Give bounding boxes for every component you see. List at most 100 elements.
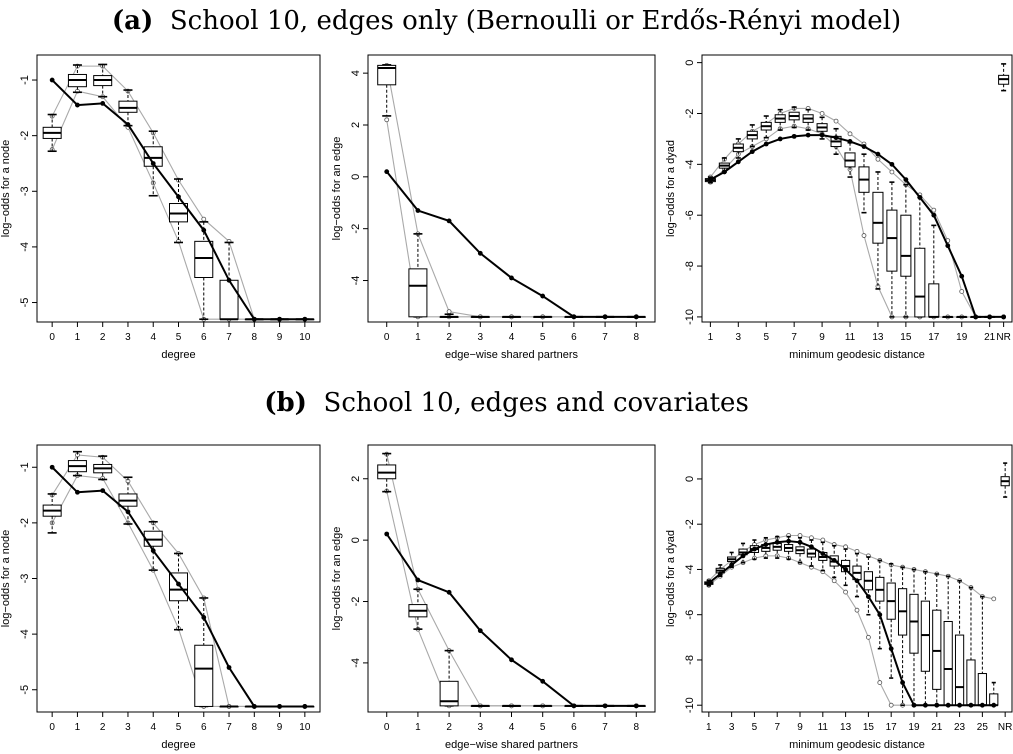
x-tick-label: 0 bbox=[49, 722, 55, 733]
band-point bbox=[797, 533, 803, 538]
boxplot bbox=[470, 315, 490, 318]
boxplot bbox=[470, 704, 490, 707]
x-axis-label: edge−wise shared partners bbox=[445, 739, 578, 751]
y-tick-label: 4 bbox=[350, 70, 362, 76]
y-axis-label: log−odds for a node bbox=[0, 140, 12, 238]
boxplot bbox=[533, 704, 553, 707]
band-point bbox=[833, 118, 839, 124]
y-tick-label: -4 bbox=[19, 629, 31, 639]
x-tick-label: NR bbox=[996, 332, 1010, 343]
observed-point bbox=[945, 243, 951, 249]
boxplot bbox=[1000, 462, 1010, 498]
band-point bbox=[446, 309, 452, 315]
boxplot bbox=[439, 649, 459, 707]
x-tick-label: 3 bbox=[478, 332, 484, 343]
y-tick-label: -8 bbox=[684, 655, 696, 665]
boxplot bbox=[943, 575, 953, 707]
y-tick-label: -2 bbox=[684, 109, 696, 119]
observed-point bbox=[991, 702, 997, 708]
observed-point bbox=[150, 161, 156, 166]
observed-point bbox=[931, 212, 937, 218]
plot-frame bbox=[367, 444, 656, 713]
x-tick-label: 3 bbox=[478, 722, 484, 733]
y-axis-label: log−odds for an edge bbox=[331, 527, 343, 631]
y-axis-label: log−odds for an edge bbox=[331, 137, 343, 241]
observed-point bbox=[740, 553, 746, 559]
x-tick-label: 9 bbox=[277, 722, 283, 733]
boxplot bbox=[914, 196, 926, 318]
boxplot bbox=[806, 539, 817, 567]
x-tick-label: 4 bbox=[509, 332, 515, 343]
simulation-band-line bbox=[708, 534, 994, 600]
x-tick-label: 2 bbox=[100, 722, 106, 733]
y-tick-label: -5 bbox=[19, 685, 31, 695]
observed-point bbox=[805, 132, 811, 138]
observed-point bbox=[735, 159, 741, 165]
observed-point bbox=[302, 704, 308, 709]
band-point bbox=[861, 233, 867, 238]
boxplot bbox=[219, 705, 239, 708]
observed-point bbox=[100, 488, 106, 494]
observed-point bbox=[277, 704, 282, 709]
observed-point bbox=[302, 316, 308, 322]
observed-point bbox=[251, 704, 257, 709]
observed-point bbox=[707, 177, 713, 183]
y-tick-label: -3 bbox=[19, 186, 31, 196]
boxplot bbox=[118, 89, 138, 127]
boxplot bbox=[954, 579, 965, 707]
x-tick-label: 0 bbox=[49, 332, 55, 343]
boxplot bbox=[852, 552, 862, 598]
x-tick-label: 7 bbox=[226, 332, 232, 343]
x-tick-label: 0 bbox=[384, 722, 390, 733]
band-point bbox=[843, 589, 849, 595]
x-tick-label: 7 bbox=[774, 722, 780, 733]
boxplot bbox=[932, 573, 942, 707]
x-tick-label: 5 bbox=[763, 332, 769, 343]
boxplot bbox=[788, 106, 800, 129]
x-tick-label: 6 bbox=[571, 332, 577, 343]
observed-point bbox=[602, 703, 608, 709]
observed-point bbox=[888, 646, 894, 652]
y-tick-label: 2 bbox=[350, 122, 362, 128]
observed-point bbox=[226, 277, 232, 283]
observed-line bbox=[709, 134, 1004, 318]
observed-point bbox=[809, 544, 814, 550]
box bbox=[943, 620, 953, 706]
observed-point bbox=[176, 581, 181, 587]
observed-point bbox=[49, 77, 55, 83]
x-tick-label: 8 bbox=[634, 722, 640, 733]
x-tick-label: 11 bbox=[818, 722, 829, 733]
boxplot bbox=[998, 63, 1010, 92]
caption-b-text: School 10, edges and covariates bbox=[323, 388, 749, 418]
band-point bbox=[831, 578, 837, 584]
box bbox=[439, 680, 459, 707]
band-point bbox=[875, 156, 881, 162]
box bbox=[219, 279, 239, 320]
x-tick-label: 17 bbox=[928, 332, 940, 343]
y-tick-label: -2 bbox=[350, 224, 362, 234]
x-tick-label: 3 bbox=[125, 332, 131, 343]
y-tick-label: 2 bbox=[350, 476, 362, 482]
x-axis-label: edge−wise shared partners bbox=[445, 349, 578, 361]
boxplot bbox=[830, 127, 842, 155]
observed-point bbox=[847, 139, 853, 144]
observed-point bbox=[911, 702, 917, 708]
simulation-band-line bbox=[386, 454, 637, 707]
y-tick-label: 0 bbox=[350, 174, 362, 180]
y-tick-label: -8 bbox=[684, 261, 696, 271]
observed-point bbox=[384, 169, 390, 175]
x-tick-label: 8 bbox=[252, 722, 258, 733]
boxplot bbox=[169, 178, 188, 244]
band-point bbox=[854, 548, 860, 554]
observed-point bbox=[917, 195, 923, 200]
box bbox=[872, 191, 884, 244]
boxplot bbox=[818, 541, 828, 572]
observed-point bbox=[820, 551, 826, 557]
boxplot bbox=[93, 63, 113, 98]
y-axis-label: log−odds for a dyad bbox=[665, 530, 677, 627]
boxplot bbox=[920, 570, 930, 707]
boxplot bbox=[194, 221, 214, 321]
y-tick-label: -4 bbox=[350, 658, 362, 668]
boxplot bbox=[772, 535, 782, 559]
